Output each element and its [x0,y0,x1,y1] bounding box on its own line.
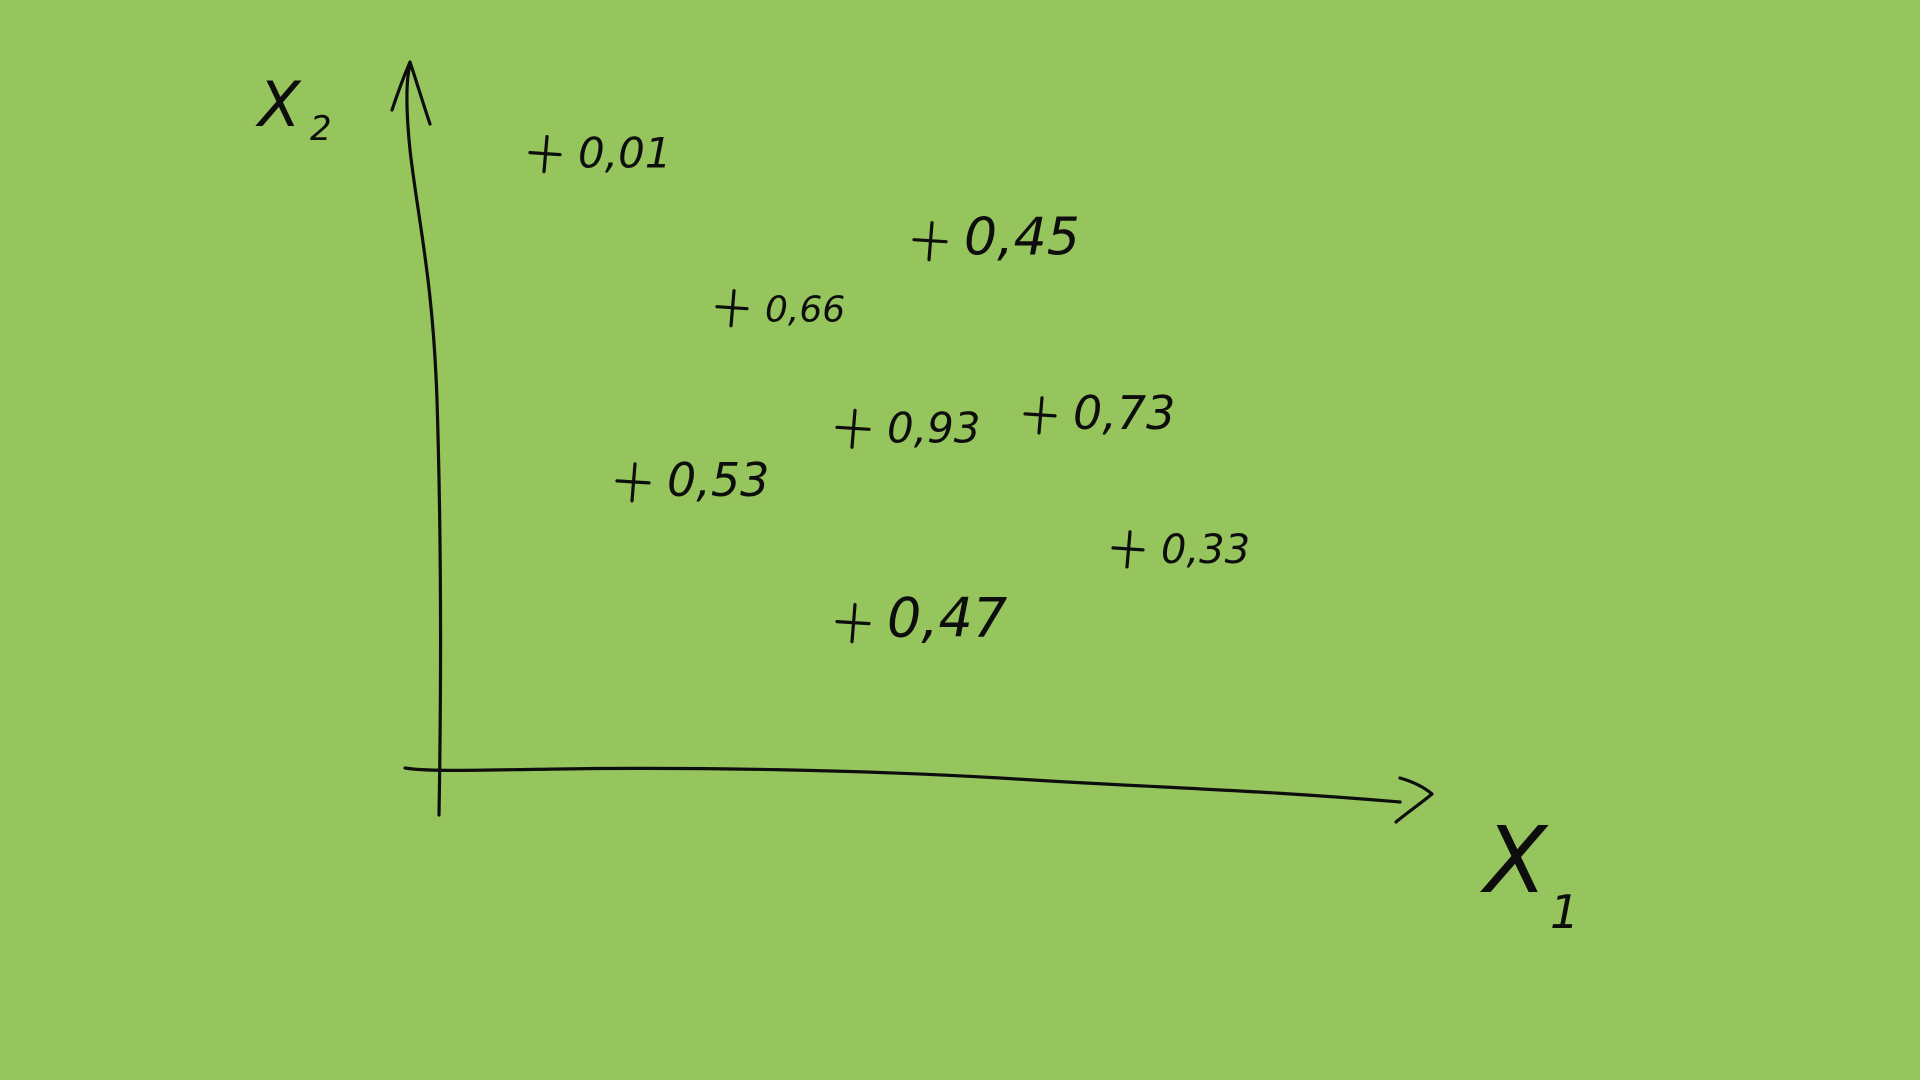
point-value-label: 0,47 [887,587,1007,650]
x1-axis-arrowhead [1394,776,1434,824]
point-value-label: 0,45 [964,208,1080,268]
data-point: 0,66 [715,289,845,331]
point-marker [1023,396,1057,435]
x2-axis-label: X 2 [255,68,332,149]
point-value-label: 0,93 [887,403,981,452]
point-marker [835,408,871,449]
x1-axis-label: X 1 [1480,807,1579,939]
point-value-label: 0,33 [1161,527,1250,573]
point-value-label: 0,53 [667,453,769,507]
point-marker [912,221,948,262]
x2-axis-line [405,63,443,817]
point-value-label: 0,01 [578,129,672,178]
data-points: 0,01 0,45 0,66 0,93 0,73 0,53 0,33 0,47 [528,129,1250,650]
x1-axis-subscript: 1 [1550,885,1579,939]
point-marker [1111,530,1145,569]
x1-axis-line [403,766,1402,804]
x2-axis-subscript: 2 [310,109,332,149]
point-value-label: 0,66 [765,290,845,331]
x2-axis-arrowhead [390,60,432,126]
data-point: 0,45 [912,208,1080,268]
point-marker [715,289,749,328]
point-marker [615,462,651,503]
data-point: 0,93 [835,403,981,452]
data-point: 0,01 [528,129,672,178]
x2-axis-letter: X [255,68,302,141]
x1-axis-letter: X [1480,807,1549,914]
data-point: 0,47 [835,587,1007,650]
data-point: 0,53 [615,453,769,507]
point-marker [835,603,871,644]
point-marker [528,135,562,174]
data-point: 0,73 [1023,386,1175,440]
point-value-label: 0,73 [1073,386,1175,440]
data-point: 0,33 [1111,527,1250,573]
